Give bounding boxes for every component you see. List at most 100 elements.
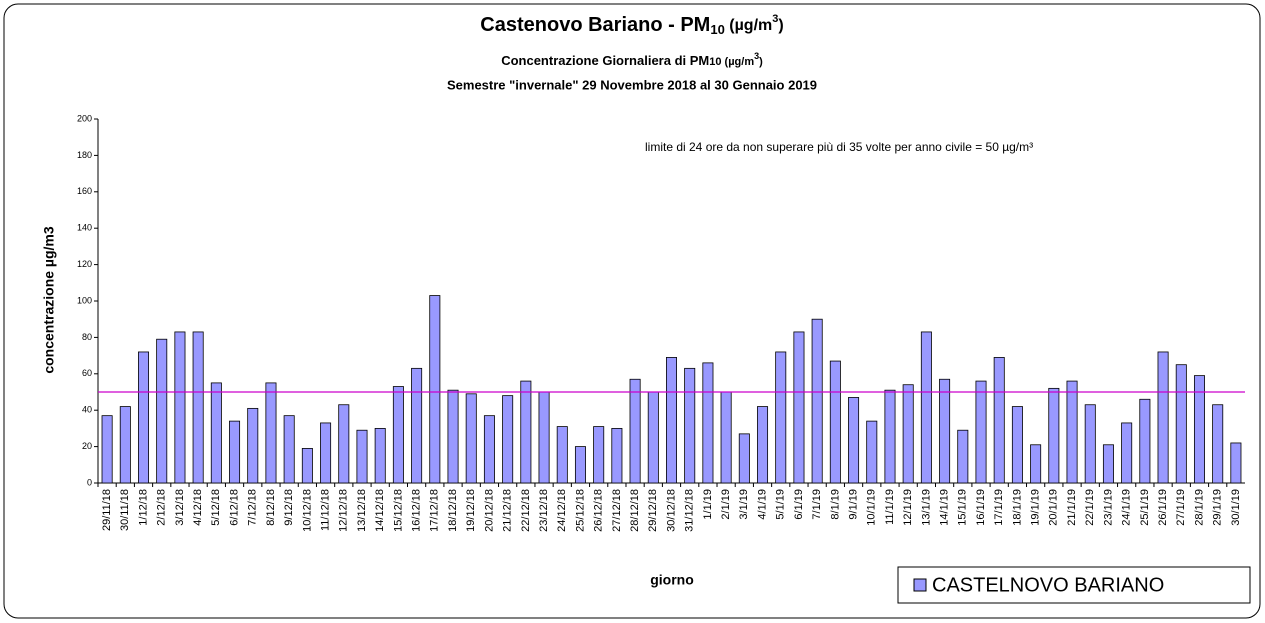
x-tick-label: 7/1/19 (811, 489, 823, 520)
x-tick-label: 25/1/19 (1139, 489, 1151, 526)
bar (283, 415, 295, 484)
x-tick-label: 30/11/18 (119, 489, 131, 531)
y-tick-label: 200 (77, 113, 92, 123)
bar (684, 367, 696, 484)
x-tick-label: 29/11/18 (101, 489, 113, 531)
bar (411, 367, 423, 484)
bar (265, 382, 277, 484)
bar (1157, 351, 1169, 484)
x-tick-label: 15/1/19 (957, 489, 969, 526)
bar (538, 391, 550, 484)
chart-subtitle2: Semestre "invernale" 29 Novembre 2018 al… (447, 77, 817, 92)
bar (884, 389, 896, 484)
bar (775, 351, 787, 484)
bar (1212, 404, 1224, 484)
x-tick-label: 20/12/18 (483, 489, 495, 532)
bar (720, 391, 732, 484)
subtitle-part: ) (759, 56, 763, 68)
x-tick-label: 8/1/19 (829, 489, 841, 520)
x-tick-label: 21/12/18 (502, 489, 514, 532)
bar (1084, 404, 1096, 484)
x-tick-label: 5/12/18 (210, 489, 222, 526)
bar (1102, 444, 1114, 484)
x-tick-label: 13/1/19 (920, 489, 932, 526)
x-tick-label: 9/1/19 (847, 489, 859, 520)
x-tick-label: 14/12/18 (374, 489, 386, 532)
x-tick-label: 27/12/18 (611, 489, 623, 532)
bar (574, 446, 586, 484)
bar (138, 351, 150, 484)
x-tick-label: 26/12/18 (593, 489, 605, 532)
x-tick-label: 20/1/19 (1048, 489, 1060, 526)
title-part: 10 (710, 22, 724, 37)
bar (1193, 375, 1205, 484)
legend-box (897, 566, 1251, 604)
x-tick-label: 16/1/19 (975, 489, 987, 526)
legend-label: CASTELNOVO BARIANO (932, 574, 1164, 596)
x-tick-label: 8/12/18 (265, 489, 277, 526)
x-tick-label: 1/12/18 (137, 489, 149, 526)
x-tick-label: 17/12/18 (429, 489, 441, 532)
x-tick-label: 4/1/19 (756, 489, 768, 520)
bar (811, 318, 823, 484)
y-tick-label: 100 (77, 295, 92, 305)
x-tick-label: 25/12/18 (574, 489, 586, 532)
bar (593, 426, 605, 484)
x-tick-label: 18/1/19 (1011, 489, 1023, 526)
bar (229, 420, 241, 484)
y-tick-label: 80 (82, 332, 92, 342)
y-tick-label: 160 (77, 186, 92, 196)
bar (702, 362, 714, 484)
x-tick-label: 26/1/19 (1157, 489, 1169, 526)
x-tick-label: 27/1/19 (1175, 489, 1187, 526)
x-tick-label: 10/1/19 (866, 489, 878, 526)
x-tick-label: 1/1/19 (702, 489, 714, 520)
annotation: limite di 24 ore da non superare più di … (645, 140, 1033, 154)
x-tick-label: 22/1/19 (1084, 489, 1096, 526)
x-tick-label: 3/1/19 (738, 489, 750, 520)
bar (392, 386, 404, 484)
x-tick-label: 28/1/19 (1193, 489, 1205, 526)
x-tick-label: 28/12/18 (629, 489, 641, 532)
subtitle-part: 3 (754, 51, 759, 61)
bar (556, 426, 568, 484)
x-tick-label: 10/12/18 (301, 489, 313, 532)
x-tick-label: 13/12/18 (356, 489, 368, 532)
bar (1030, 444, 1042, 484)
x-tick-label: 6/12/18 (228, 489, 240, 526)
bar (902, 384, 914, 484)
bar (993, 357, 1005, 484)
bar (374, 427, 386, 484)
x-tick-label: 31/12/18 (684, 489, 696, 532)
x-tick-label: 2/12/18 (156, 489, 168, 526)
y-tick-label: 40 (82, 405, 92, 415)
x-tick-label: 24/1/19 (1121, 489, 1133, 526)
bar (1121, 422, 1133, 484)
x-tick-label: 21/1/19 (1066, 489, 1078, 526)
y-tick-label: 180 (77, 150, 92, 160)
x-tick-label: 29/1/19 (1212, 489, 1224, 526)
x-tick-label: 30/12/18 (665, 489, 677, 532)
bar (629, 378, 641, 484)
bar (866, 420, 878, 484)
x-tick-label: 17/1/19 (993, 489, 1005, 526)
bar (666, 357, 677, 484)
bar (757, 406, 769, 484)
y-tick-label: 140 (77, 223, 92, 233)
chart-subtitle: Concentrazione Giornaliera di PM10 (µg/m… (501, 51, 763, 68)
x-tick-label: 19/12/18 (465, 489, 477, 532)
bar (483, 415, 495, 484)
bar (1230, 442, 1242, 484)
title-part: 3 (772, 13, 778, 25)
chart-title: Castenovo Bariano - PM10 (µg/m3) (480, 13, 783, 38)
y-axis-label: concentrazione µg/m3 (41, 226, 57, 374)
subtitle-part: Concentrazione Giornaliera di PM (501, 53, 709, 68)
bar (301, 448, 313, 484)
x-tick-label: 18/12/18 (447, 489, 459, 532)
bar (829, 360, 841, 484)
x-tick-label: 7/12/18 (247, 489, 259, 526)
bar (447, 389, 459, 484)
x-tick-label: 4/12/18 (192, 489, 204, 526)
x-tick-label: 29/12/18 (647, 489, 659, 532)
x-axis-label: giorno (650, 572, 694, 588)
